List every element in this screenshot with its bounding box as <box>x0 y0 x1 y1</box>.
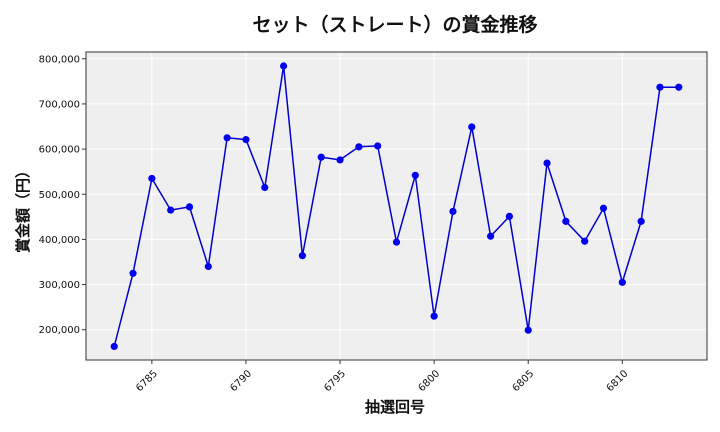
data-point <box>562 217 570 225</box>
data-point <box>298 252 307 260</box>
y-tick-label: 700,000 <box>39 99 80 110</box>
plot-area <box>86 52 707 360</box>
data-point <box>392 238 401 246</box>
data-point <box>167 206 175 214</box>
data-point <box>486 232 495 240</box>
data-point <box>618 278 626 286</box>
data-point <box>430 312 438 320</box>
data-point <box>317 153 325 161</box>
data-point <box>185 203 194 211</box>
data-point <box>581 237 589 245</box>
y-tick-label: 200,000 <box>39 325 80 336</box>
data-point <box>468 123 476 131</box>
x-tick-label: 6785 <box>134 368 160 394</box>
data-point <box>223 134 231 142</box>
x-tick-label: 6800 <box>416 368 442 394</box>
y-tick-label: 400,000 <box>39 235 80 246</box>
data-point <box>336 156 344 164</box>
data-point <box>524 326 532 334</box>
x-axis-label: 抽選回号 <box>365 398 425 416</box>
y-tick-label: 300,000 <box>39 280 80 291</box>
data-point <box>505 212 514 220</box>
y-axis-label: 賞金額（円） <box>14 163 32 253</box>
chart-title: セット（ストレート）の賞金推移 <box>252 13 537 36</box>
data-point <box>148 174 156 183</box>
data-point <box>279 62 288 70</box>
data-point <box>261 183 269 192</box>
data-point <box>675 83 683 91</box>
x-tick-label: 6805 <box>511 368 537 394</box>
data-point <box>449 207 457 216</box>
plot-frame <box>85 51 708 361</box>
data-point <box>110 342 118 351</box>
data-point <box>374 142 382 150</box>
data-point <box>204 262 212 271</box>
data-point <box>656 83 664 91</box>
data-point <box>599 204 608 212</box>
data-point <box>411 171 419 179</box>
data-point <box>355 143 363 151</box>
x-tick-label: 6810 <box>605 368 631 394</box>
x-tick-label: 6795 <box>322 368 348 394</box>
y-tick-label: 500,000 <box>39 190 80 201</box>
data-point <box>543 159 551 167</box>
y-tick-label: 600,000 <box>39 145 80 156</box>
series-group <box>110 62 683 351</box>
data-point <box>242 136 250 144</box>
data-point <box>129 269 137 277</box>
data-point <box>637 217 645 225</box>
x-tick-label: 6790 <box>228 368 254 394</box>
y-tick-label: 800,000 <box>39 54 80 65</box>
